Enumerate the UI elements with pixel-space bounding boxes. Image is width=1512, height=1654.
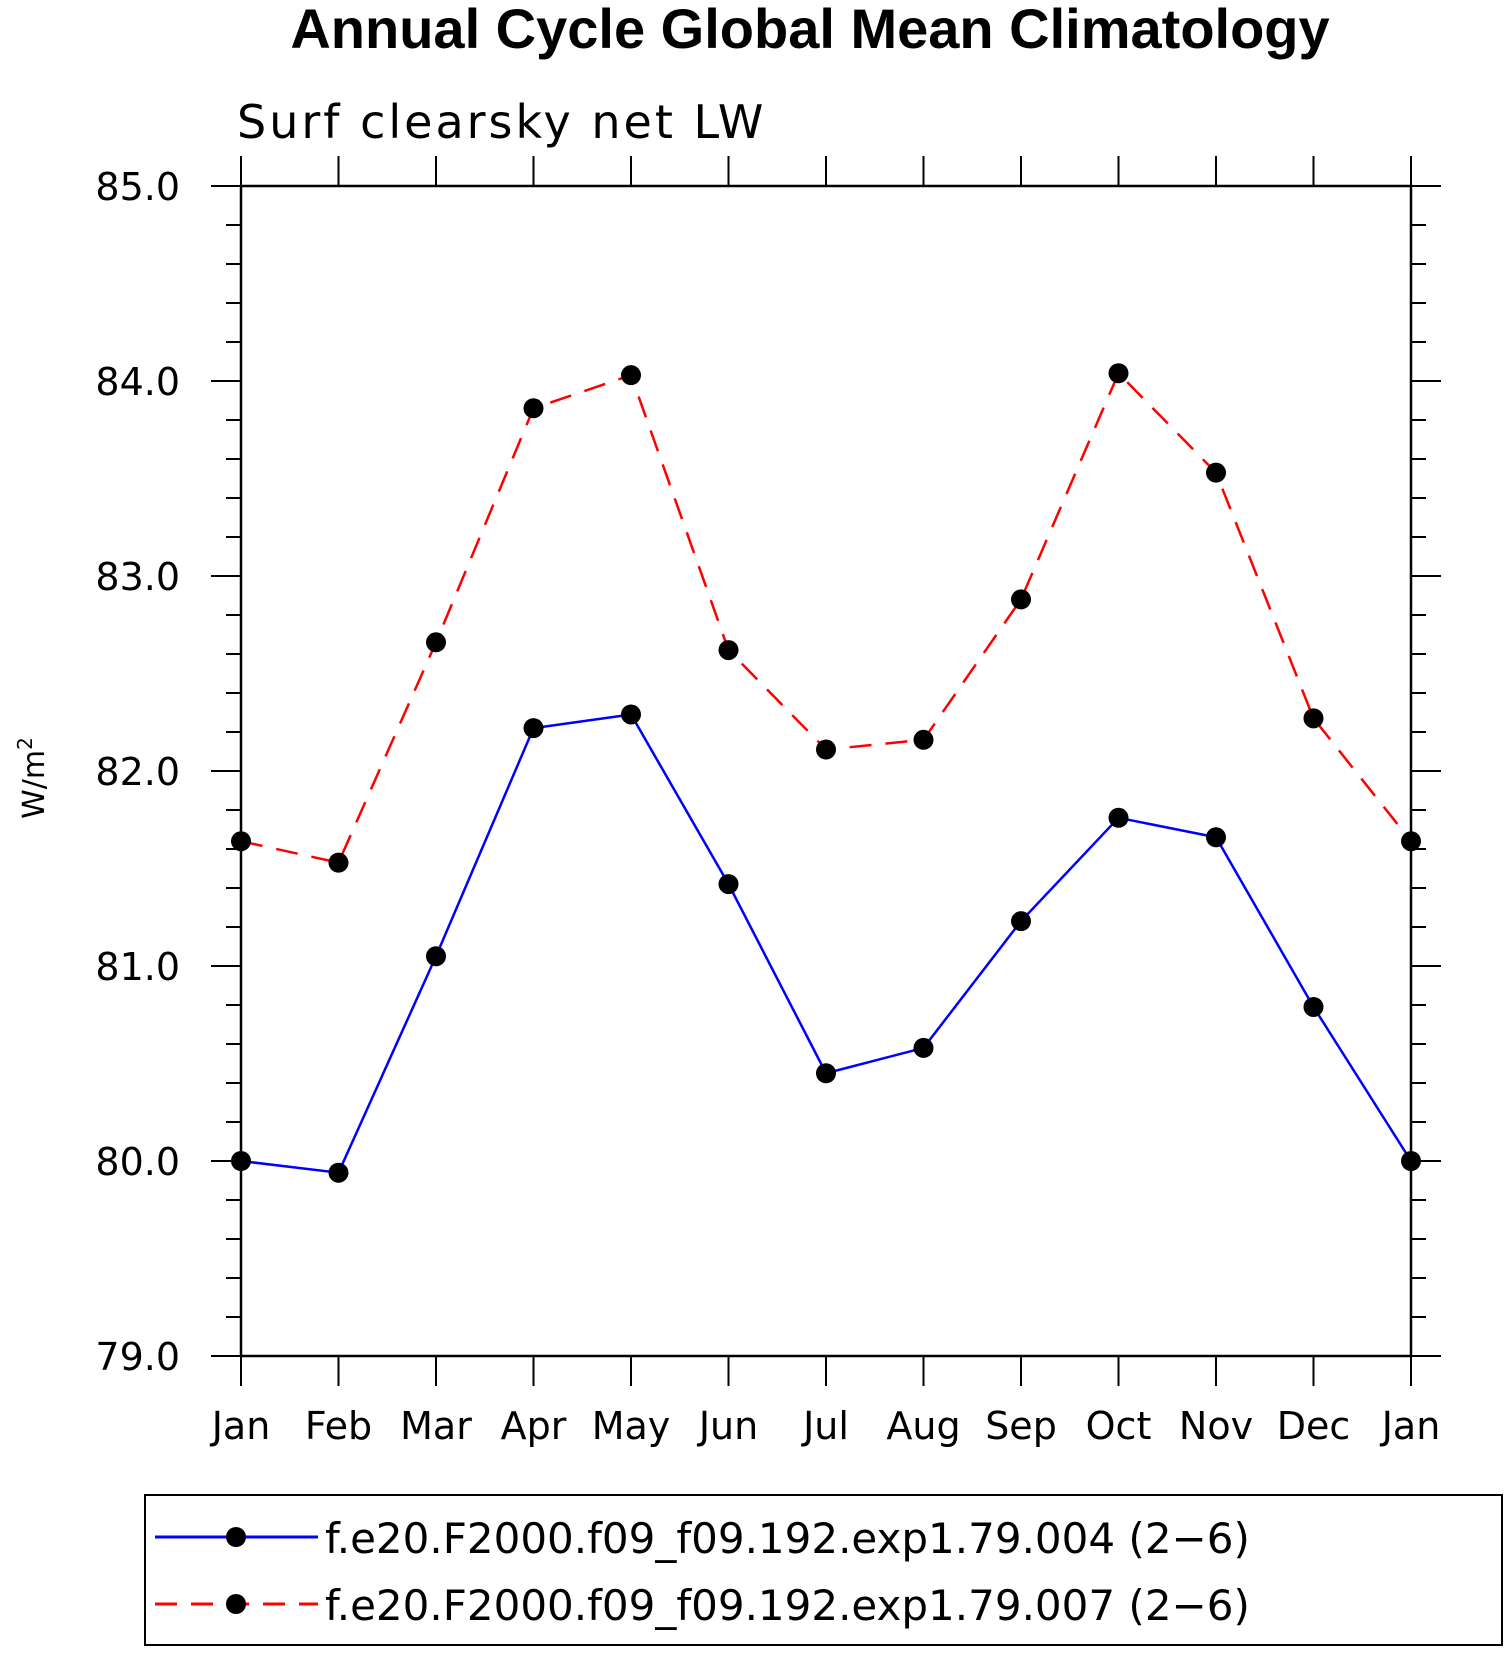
series-2-point xyxy=(1401,831,1421,852)
x-tick-label: Apr xyxy=(501,1404,567,1448)
y-tick-label: 81.0 xyxy=(95,945,180,989)
legend: f.e20.F2000.f09_f09.192.exp1.79.004 (2−6… xyxy=(144,1494,1503,1646)
chart-title: Annual Cycle Global Mean Climatology xyxy=(290,0,1329,60)
series-line-2 xyxy=(240,370,1412,865)
x-tick-label: May xyxy=(592,1404,671,1448)
legend-marker-series-2 xyxy=(226,1594,246,1614)
y-tick-label: 79.0 xyxy=(95,1335,180,1379)
legend-label-series-1: f.e20.F2000.f09_f09.192.exp1.79.004 (2−6… xyxy=(325,1514,1250,1563)
y-tick-label: 80.0 xyxy=(95,1140,180,1184)
legend-box xyxy=(144,1494,1503,1646)
series-1-point xyxy=(1303,996,1324,1017)
x-tick-label: Feb xyxy=(305,1404,372,1448)
y-tick-label: 84.0 xyxy=(95,360,180,404)
series-1-point xyxy=(1401,1151,1421,1171)
series-2-point xyxy=(621,365,641,386)
series-2-point xyxy=(1011,589,1031,610)
series-2-point xyxy=(913,729,934,750)
series-2-point xyxy=(1108,363,1129,384)
series-1-point xyxy=(1108,807,1129,828)
series-2-point xyxy=(523,398,544,419)
legend-marker-series-1 xyxy=(226,1527,246,1547)
y-tick-label: 85.0 xyxy=(95,165,180,209)
x-tick-label: Oct xyxy=(1086,1404,1152,1448)
x-tick-label: Aug xyxy=(886,1404,960,1448)
y-axis-label-text: W/m xyxy=(17,750,52,819)
svg-text:W/m2: W/m2 xyxy=(13,737,52,819)
legend-label-series-2: f.e20.F2000.f09_f09.192.exp1.79.007 (2−6… xyxy=(325,1581,1250,1630)
series-line-1 xyxy=(240,713,1413,1175)
series-2-point xyxy=(328,852,349,873)
y-axis-label: W/m2 xyxy=(13,737,52,819)
x-tick-label: Jul xyxy=(801,1404,849,1448)
series-1-point xyxy=(328,1162,349,1183)
series-2-point xyxy=(1206,462,1226,483)
series-1-point xyxy=(913,1037,934,1058)
series-2-point xyxy=(718,640,739,661)
series-1-point xyxy=(426,946,446,967)
series-1-point xyxy=(523,718,544,739)
series-1-point xyxy=(1206,827,1226,848)
series-2-point xyxy=(1303,708,1324,729)
series-2-point xyxy=(816,739,836,760)
y-tick-label: 82.0 xyxy=(95,750,180,794)
x-tick-label: Jan xyxy=(1380,1404,1441,1448)
x-tick-label: Jun xyxy=(697,1404,758,1448)
x-tick-label: Dec xyxy=(1277,1404,1351,1448)
y-axis-label-superscript: 2 xyxy=(13,737,37,750)
series-1-point xyxy=(1011,911,1031,932)
x-tick-label: Sep xyxy=(985,1404,1057,1448)
x-tick-label: Nov xyxy=(1179,1404,1253,1448)
series-1-point xyxy=(621,704,641,725)
axes: 79.0 80.0 81.0 82.0 83.0 84.0 85.0 Jan Feb Mar Apr… xyxy=(95,156,1441,1448)
chart-subtitle: Surf clearsky net LW xyxy=(237,95,766,149)
series-2-point xyxy=(426,632,446,653)
series-1-point xyxy=(816,1063,836,1084)
series-group xyxy=(231,363,1421,1183)
x-tick-label: Mar xyxy=(400,1404,472,1448)
plot-frame xyxy=(239,184,1413,1358)
series-1-point xyxy=(718,874,739,895)
series-2-point xyxy=(231,831,251,852)
x-tick-label: Jan xyxy=(210,1404,271,1448)
y-tick-label: 83.0 xyxy=(95,555,180,599)
series-1-point xyxy=(231,1151,251,1171)
